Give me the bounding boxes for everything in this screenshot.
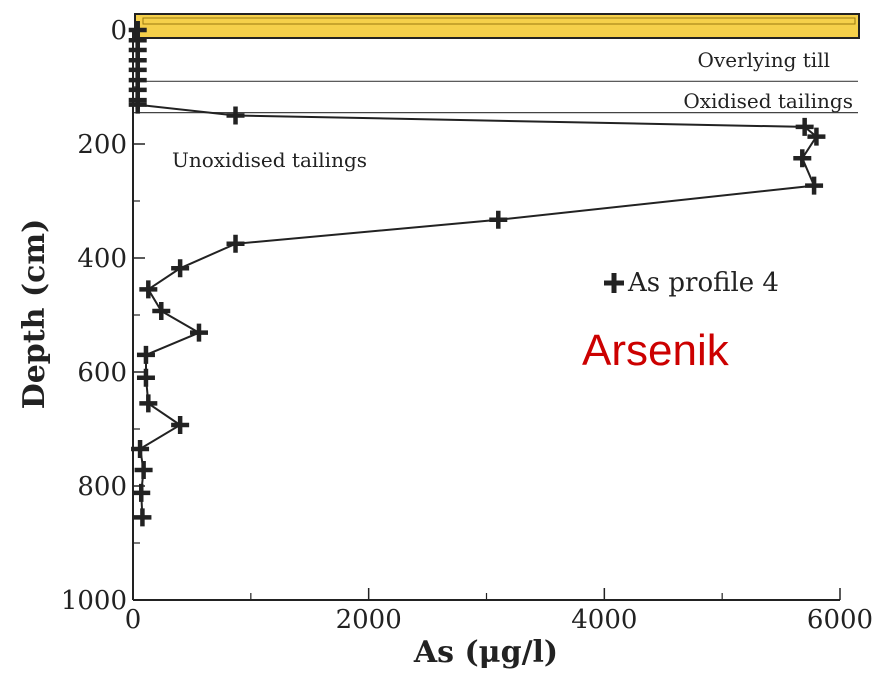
layer-label-oxidised-tailings: Oxidised tailings: [683, 89, 853, 113]
data-point-9: [226, 106, 245, 125]
legend-marker-plus-icon: [604, 273, 624, 293]
data-point-27: [133, 508, 152, 527]
data-point-19: [189, 323, 208, 342]
data-point-16: [171, 259, 190, 278]
layer-label-unoxidised-tailings: Unoxidised tailings: [172, 148, 367, 172]
data-point-15: [226, 234, 245, 253]
data-point-25: [134, 461, 153, 480]
data-point-8: [128, 95, 147, 114]
y-axis-label: Depth (cm): [17, 219, 52, 410]
x-tick-label-1: 2000: [336, 605, 402, 635]
data-point-23: [171, 416, 190, 435]
data-point-12: [793, 149, 812, 168]
legend-label: As profile 4: [627, 268, 779, 298]
data-point-24: [131, 439, 150, 458]
data-point-17: [139, 280, 158, 299]
y-tick-label-5: 1000: [61, 586, 127, 616]
x-tick-label-3: 6000: [807, 605, 873, 635]
layer-label-overlying-till: Overlying till: [698, 48, 830, 72]
data-point-20: [136, 345, 155, 364]
ticks: 0 2000 4000 6000 0 200 400 600 800 1000: [61, 16, 873, 635]
layer-boundaries: [133, 80, 858, 114]
y-tick-label-2: 400: [77, 244, 127, 274]
data-point-11: [807, 127, 826, 146]
y-tick-label-4: 800: [77, 472, 127, 502]
y-tick-label-3: 600: [77, 358, 127, 388]
data-point-10: [795, 117, 814, 136]
data-point-26: [132, 483, 151, 502]
y-tick-label-1: 200: [77, 130, 127, 160]
x-tick-label-2: 4000: [571, 605, 637, 635]
data-point-22: [139, 394, 158, 413]
surface-band-inner: [142, 17, 856, 25]
legend: As profile 4: [604, 268, 779, 298]
data-point-14: [489, 210, 508, 229]
series-as-profile-4: [128, 21, 826, 527]
data-point-21: [136, 368, 155, 387]
x-axis-label: As (μg/l): [413, 635, 558, 670]
data-point-18: [152, 302, 171, 321]
arsenik-label: Arsenik: [582, 326, 730, 375]
y-tick-label-0: 0: [110, 16, 127, 46]
x-tick-label-0: 0: [125, 605, 142, 635]
data-point-13: [805, 176, 824, 195]
